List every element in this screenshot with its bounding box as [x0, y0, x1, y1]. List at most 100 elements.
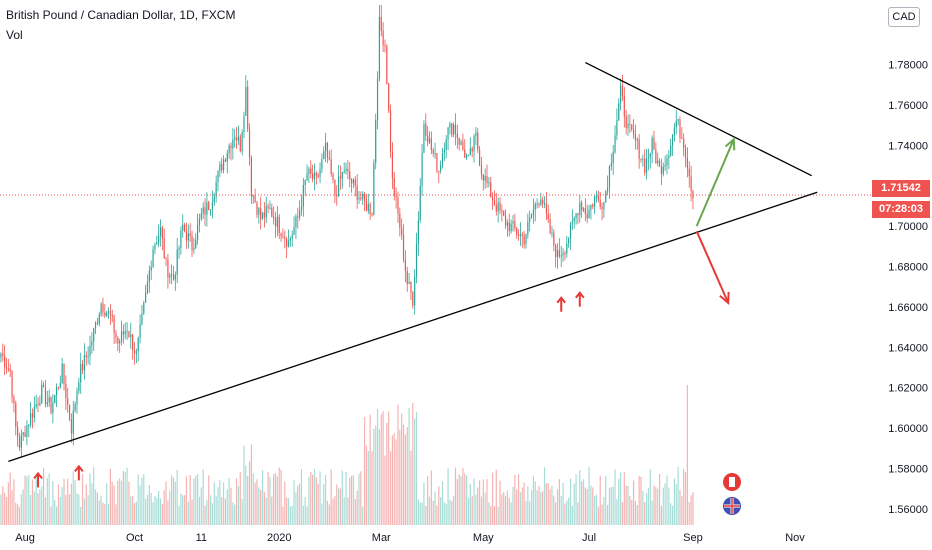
- volume-bar: [603, 496, 605, 525]
- volume-bar: [35, 475, 37, 525]
- volume-bar: [488, 502, 490, 525]
- volume-bar: [564, 503, 566, 525]
- candle-body: [54, 394, 56, 404]
- volume-bar: [514, 474, 516, 525]
- candle-body: [644, 158, 646, 173]
- volume-bar: [469, 483, 471, 525]
- volume-bar: [67, 478, 69, 525]
- volume-bar: [2, 486, 4, 525]
- volume-bar: [560, 496, 562, 525]
- volume-bar: [15, 502, 17, 525]
- volume-bar: [586, 488, 588, 525]
- volume-bar: [414, 418, 416, 525]
- volume-bar: [415, 411, 418, 525]
- volume-bar: [657, 488, 659, 525]
- candle-body: [321, 159, 323, 169]
- volume-bar: [525, 500, 527, 525]
- candle-body: [595, 196, 598, 198]
- volume-bar: [215, 495, 217, 525]
- volume-bar: [289, 506, 291, 525]
- candle-body: [193, 247, 195, 251]
- volume-bar: [436, 505, 438, 525]
- volume-bar: [542, 491, 544, 525]
- volume-indicator-label[interactable]: Vol: [6, 28, 23, 42]
- time-axis-tick: Aug: [15, 532, 35, 544]
- volume-bar: [230, 487, 232, 525]
- volume-bar: [590, 485, 592, 525]
- candle-body: [352, 179, 355, 184]
- volume-bar: [104, 504, 106, 525]
- candle-body: [161, 227, 163, 239]
- candle-body: [529, 217, 531, 222]
- volume-bar: [161, 503, 163, 525]
- volume-bar: [464, 473, 466, 525]
- candle-body: [341, 172, 343, 179]
- volume-bar: [109, 468, 111, 525]
- volume-bar: [523, 482, 525, 525]
- candle-body: [486, 176, 488, 184]
- price-axis-tick: 1.56000: [888, 504, 928, 516]
- candle-body: [460, 141, 462, 145]
- candle-body: [143, 302, 145, 314]
- candle-body: [393, 177, 395, 196]
- candle-body: [477, 132, 479, 150]
- candle-body: [297, 216, 299, 218]
- candle-body: [441, 153, 444, 165]
- candle-body: [475, 132, 477, 137]
- volume-bar: [673, 478, 676, 525]
- candle-body: [521, 234, 523, 236]
- volume-bar: [360, 471, 362, 525]
- candle-body: [451, 123, 453, 135]
- volume-bar: [124, 472, 126, 525]
- volume-bar: [607, 505, 609, 525]
- candle-body: [63, 363, 65, 384]
- candle-body: [649, 153, 651, 158]
- volume-bar: [31, 479, 34, 525]
- volume-bar: [365, 445, 368, 525]
- volume-bar: [569, 478, 572, 525]
- volume-bar: [278, 467, 280, 525]
- candle-body: [369, 203, 371, 214]
- candle-body: [310, 168, 312, 175]
- volume-bar: [393, 433, 395, 525]
- volume-bar: [655, 487, 657, 525]
- currency-button[interactable]: CAD: [888, 7, 920, 27]
- volume-bar: [328, 504, 330, 525]
- candle-body: [115, 332, 117, 338]
- price-axis[interactable]: 1.780001.760001.740001.720001.700001.680…: [888, 60, 928, 516]
- candle-body: [458, 137, 460, 145]
- volume-bar: [167, 500, 169, 525]
- volume-bar: [291, 506, 293, 525]
- volume-bar: [575, 474, 577, 525]
- volume-bar: [506, 490, 509, 525]
- candle-body: [417, 220, 419, 244]
- volume-bar: [388, 411, 390, 525]
- volume-bar: [187, 501, 189, 525]
- volume-bar: [81, 473, 84, 525]
- volume-bar: [642, 491, 644, 525]
- volume-bar: [224, 498, 227, 525]
- volume-bars: [0, 385, 694, 525]
- candle-body: [414, 276, 416, 306]
- candle-body: [91, 341, 93, 346]
- up-arrow-head: [724, 137, 736, 151]
- volume-bar: [425, 506, 427, 525]
- time-axis[interactable]: Aug Oct 11 2020 Mar May Jul Sep Nov: [15, 532, 805, 544]
- volume-bar: [345, 471, 347, 525]
- candle-body: [504, 215, 507, 226]
- volume-bar: [137, 474, 139, 525]
- volume-bar: [100, 495, 102, 525]
- candle-body: [425, 123, 427, 136]
- candle-body: [243, 115, 245, 132]
- volume-bar: [601, 504, 603, 525]
- trendline: [585, 62, 812, 177]
- candle-body: [447, 127, 449, 140]
- candle-body: [645, 158, 648, 173]
- volume-bar: [315, 477, 317, 525]
- candle-body: [248, 129, 251, 158]
- volume-bar: [408, 408, 410, 525]
- candle-body: [217, 170, 219, 182]
- volume-bar: [595, 494, 598, 525]
- flag-icons[interactable]: [723, 473, 741, 515]
